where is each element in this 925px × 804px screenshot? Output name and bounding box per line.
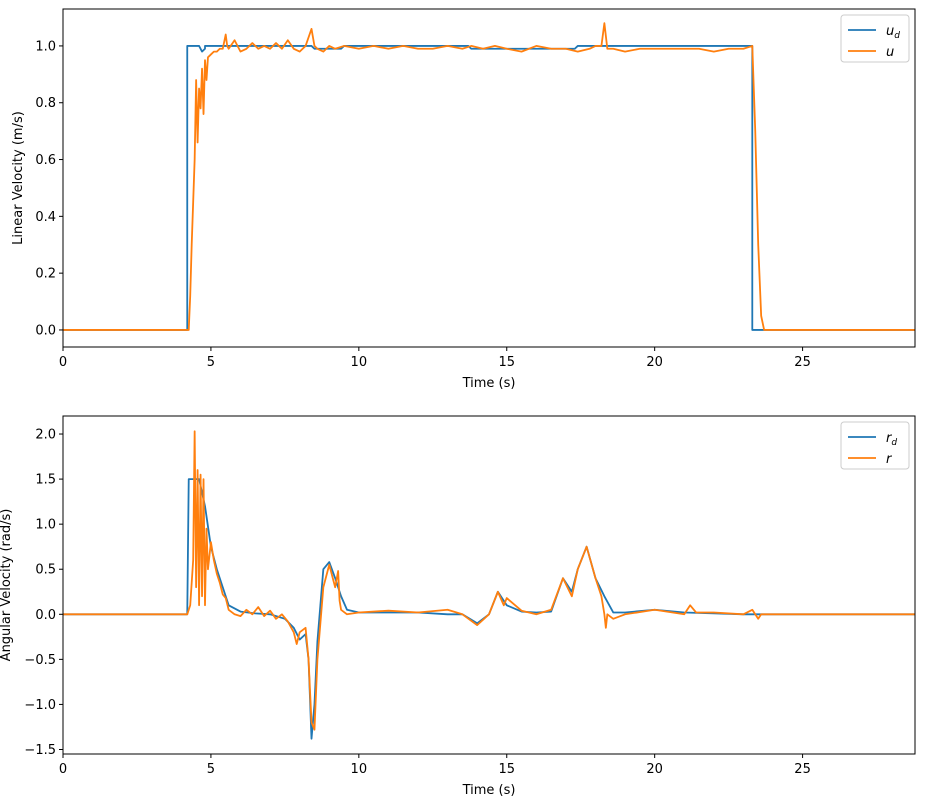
y-tick-label: 0.0 <box>35 608 56 623</box>
y-tick-label: 0.4 <box>35 210 56 225</box>
plot-frame <box>62 8 916 348</box>
legend-label-r: r <box>886 452 893 467</box>
x-tick-label: 0 <box>59 355 67 370</box>
series-line-u-d <box>63 45 915 331</box>
y-tick-label: 2.0 <box>35 428 56 443</box>
series-line-r <box>63 430 915 731</box>
legend-label-u: u <box>886 45 894 60</box>
x-tick-label: 20 <box>646 355 663 370</box>
y-tick-label: −1.5 <box>24 743 56 758</box>
legend-label-r-d: rd <box>886 431 897 448</box>
x-tick-label: 0 <box>59 762 67 777</box>
y-tick-label: 0.2 <box>35 267 56 282</box>
y-tick-label: 0.6 <box>35 153 56 168</box>
legend-box <box>840 421 910 470</box>
plot-frame <box>62 415 916 755</box>
y-tick-label: −1.0 <box>24 698 56 713</box>
x-tick-label: 15 <box>498 355 515 370</box>
x-axis-label: Time (s) <box>462 376 516 391</box>
y-tick-label: 1.0 <box>35 518 56 533</box>
y-tick-label: 1.0 <box>35 39 56 54</box>
y-tick-label: 0.0 <box>35 323 56 338</box>
y-tick-label: 0.5 <box>35 563 56 578</box>
x-tick-label: 5 <box>207 355 215 370</box>
y-tick-label: −0.5 <box>24 653 56 668</box>
x-tick-label: 5 <box>207 762 215 777</box>
series-line-u <box>63 22 915 331</box>
x-tick-label: 15 <box>498 762 515 777</box>
y-axis-label: Linear Velocity (m/s) <box>11 111 26 245</box>
y-tick-label: 1.5 <box>35 473 56 488</box>
y-axis-label: Angular Velocity (rad/s) <box>0 509 14 662</box>
x-tick-label: 25 <box>794 355 811 370</box>
linear-velocity-chart: 0 5 10 15 20 25 0.0 0.2 0.4 0.6 0.8 1.0 Time (s) Line… <box>11 8 916 391</box>
x-tick-label: 10 <box>351 355 368 370</box>
angular-velocity-chart: 0 5 10 15 20 25 −1.5 −1.0 −0.5 0.0 0.5 1.0 1.5 2.0 Tim… <box>0 415 916 798</box>
x-tick-label: 20 <box>646 762 663 777</box>
x-tick-label: 25 <box>794 762 811 777</box>
x-axis-label: Time (s) <box>462 783 516 798</box>
y-tick-label: 0.8 <box>35 96 56 111</box>
x-tick-label: 10 <box>351 762 368 777</box>
